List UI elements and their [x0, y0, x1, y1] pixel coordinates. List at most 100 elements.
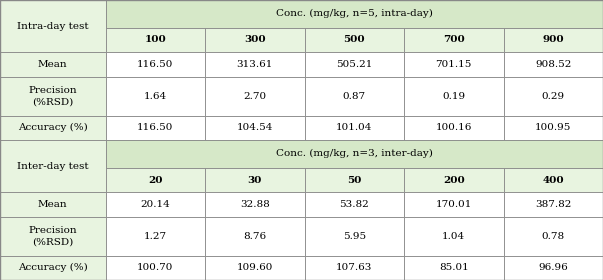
Text: 170.01: 170.01 [435, 200, 472, 209]
Bar [404, 168, 504, 192]
Text: 116.50: 116.50 [137, 60, 174, 69]
Text: 908.52: 908.52 [535, 60, 572, 69]
Text: 300: 300 [244, 36, 265, 45]
Text: Accuracy (%): Accuracy (%) [18, 263, 87, 272]
Bar [106, 52, 205, 77]
Text: 0.29: 0.29 [541, 92, 565, 101]
Bar [305, 192, 404, 217]
Bar [504, 217, 603, 256]
Bar [404, 28, 504, 52]
Text: 5.95: 5.95 [343, 232, 366, 241]
Bar [404, 256, 504, 280]
Bar [205, 116, 305, 140]
Text: 100.95: 100.95 [535, 123, 572, 132]
Text: 701.15: 701.15 [435, 60, 472, 69]
Text: 109.60: 109.60 [236, 263, 273, 272]
Text: 200: 200 [443, 176, 465, 185]
Bar [205, 217, 305, 256]
Text: 85.01: 85.01 [439, 263, 469, 272]
Bar [0, 217, 106, 256]
Text: 116.50: 116.50 [137, 123, 174, 132]
Bar [0, 256, 106, 280]
Text: 1.64: 1.64 [144, 92, 167, 101]
Bar [106, 77, 205, 116]
Bar [404, 217, 504, 256]
Bar [305, 116, 404, 140]
Bar [0, 140, 106, 192]
Text: 900: 900 [543, 36, 564, 45]
Bar [106, 140, 603, 168]
Bar [504, 28, 603, 52]
Text: Mean: Mean [38, 200, 68, 209]
Text: 104.54: 104.54 [236, 123, 273, 132]
Bar [205, 256, 305, 280]
Bar [106, 217, 205, 256]
Bar [404, 192, 504, 217]
Text: Inter-day test: Inter-day test [17, 162, 89, 171]
Bar [404, 77, 504, 116]
Text: Precision
(%RSD): Precision (%RSD) [28, 86, 77, 106]
Bar [504, 116, 603, 140]
Bar [504, 192, 603, 217]
Text: 400: 400 [543, 176, 564, 185]
Text: 313.61: 313.61 [236, 60, 273, 69]
Text: 53.82: 53.82 [339, 200, 369, 209]
Bar [0, 52, 106, 77]
Bar [504, 52, 603, 77]
Text: 0.78: 0.78 [541, 232, 565, 241]
Bar [0, 116, 106, 140]
Text: 100: 100 [144, 36, 166, 45]
Bar [106, 256, 205, 280]
Text: 505.21: 505.21 [336, 60, 373, 69]
Bar [106, 168, 205, 192]
Bar [106, 192, 205, 217]
Text: 20: 20 [148, 176, 163, 185]
Bar [205, 52, 305, 77]
Text: 100.16: 100.16 [435, 123, 472, 132]
Text: 32.88: 32.88 [240, 200, 270, 209]
Bar [305, 217, 404, 256]
Bar [205, 28, 305, 52]
Text: 20.14: 20.14 [140, 200, 170, 209]
Bar [504, 256, 603, 280]
Text: 387.82: 387.82 [535, 200, 572, 209]
Bar [106, 0, 603, 28]
Bar [305, 168, 404, 192]
Bar [404, 52, 504, 77]
Bar [0, 192, 106, 217]
Bar [0, 77, 106, 116]
Text: Accuracy (%): Accuracy (%) [18, 123, 87, 132]
Bar [205, 168, 305, 192]
Text: 8.76: 8.76 [243, 232, 267, 241]
Text: 500: 500 [344, 36, 365, 45]
Text: 100.70: 100.70 [137, 263, 174, 272]
Text: 2.70: 2.70 [243, 92, 267, 101]
Text: 0.19: 0.19 [442, 92, 466, 101]
Text: 101.04: 101.04 [336, 123, 373, 132]
Text: 1.27: 1.27 [144, 232, 167, 241]
Bar [0, 0, 106, 52]
Bar [404, 116, 504, 140]
Bar [205, 192, 305, 217]
Text: 96.96: 96.96 [538, 263, 568, 272]
Bar [106, 28, 205, 52]
Bar [305, 256, 404, 280]
Bar [205, 77, 305, 116]
Bar [504, 77, 603, 116]
Bar [504, 168, 603, 192]
Text: Conc. (mg/kg, n=3, inter-day): Conc. (mg/kg, n=3, inter-day) [276, 149, 433, 158]
Text: Conc. (mg/kg, n=5, intra-day): Conc. (mg/kg, n=5, intra-day) [276, 9, 433, 18]
Text: 0.87: 0.87 [343, 92, 366, 101]
Text: Intra-day test: Intra-day test [17, 22, 89, 31]
Bar [305, 52, 404, 77]
Bar [305, 77, 404, 116]
Text: Precision
(%RSD): Precision (%RSD) [28, 226, 77, 246]
Text: 50: 50 [347, 176, 361, 185]
Text: 1.04: 1.04 [442, 232, 466, 241]
Text: 107.63: 107.63 [336, 263, 373, 272]
Text: 700: 700 [443, 36, 465, 45]
Bar [106, 116, 205, 140]
Bar [305, 28, 404, 52]
Text: Mean: Mean [38, 60, 68, 69]
Text: 30: 30 [248, 176, 262, 185]
